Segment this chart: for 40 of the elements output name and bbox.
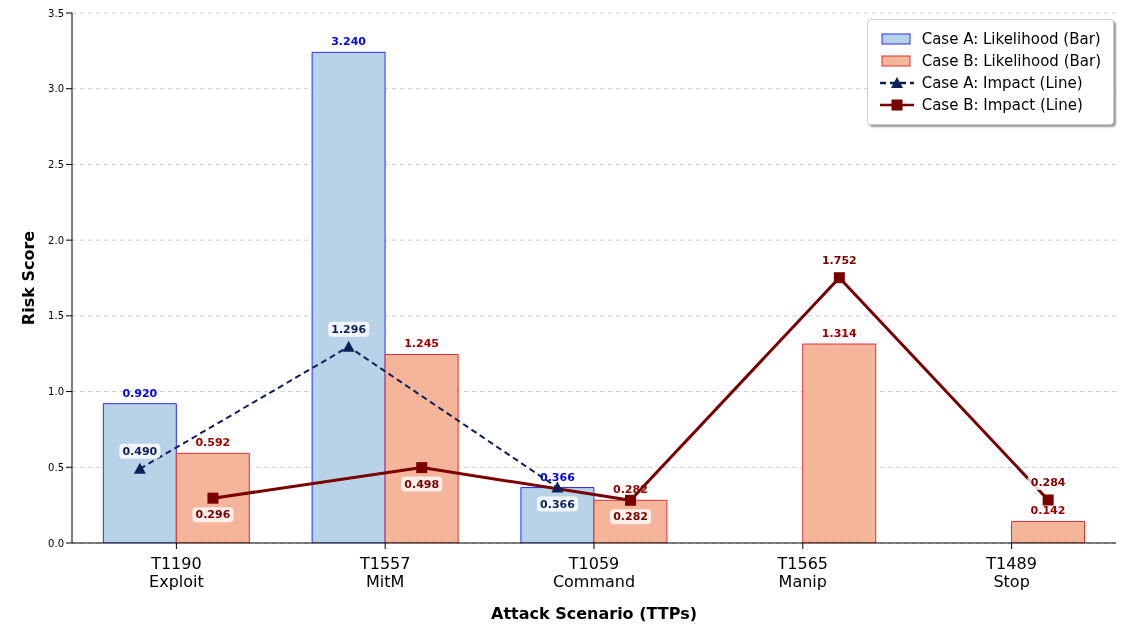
y-tick-label: 0.5 (48, 461, 64, 473)
y-tick-label: 3.5 (48, 7, 64, 19)
data-label: 3.240 (331, 35, 367, 49)
bar (1011, 521, 1086, 543)
y-tick-label: 1.5 (48, 310, 64, 322)
x-axis-title: Attack Scenario (TTPs) (491, 604, 697, 623)
data-label: 1.296 (331, 322, 367, 336)
legend-label: Case B: Impact (Line) (921, 95, 1083, 116)
bar (102, 403, 177, 543)
y-axis-title: Risk Score (18, 230, 38, 326)
bar (311, 51, 386, 543)
data-label: 0.490 (122, 444, 158, 458)
y-tick-label: 3.0 (48, 83, 64, 95)
data-label: 0.498 (404, 477, 440, 491)
bar (175, 452, 250, 543)
data-label: 0.366 (540, 470, 576, 484)
legend-label: Case B: Likelihood (Bar) (921, 51, 1101, 72)
legend-label: Case A: Impact (Line) (921, 73, 1083, 94)
x-tick-label: T1557 MitM (358, 554, 411, 591)
data-label: 0.366 (540, 497, 576, 511)
data-label: 0.592 (195, 436, 231, 450)
legend-label: Case A: Likelihood (Bar) (921, 29, 1101, 50)
data-label: 1.245 (404, 337, 440, 351)
y-tick-label: 0.0 (48, 537, 64, 549)
bar (802, 343, 877, 543)
data-label: 0.282 (613, 510, 648, 524)
data-label: 1.314 (821, 327, 857, 341)
x-tick-label: T1190 Exploit (149, 554, 204, 591)
bar (384, 353, 459, 543)
x-tick-label: T1565 Manip (776, 554, 829, 591)
data-label: 0.920 (122, 386, 158, 400)
data-label: 0.142 (1030, 504, 1066, 518)
data-label: 0.296 (195, 508, 231, 522)
x-tick-label: T1059 Command (552, 554, 636, 591)
y-tick-label: 2.0 (48, 234, 64, 246)
y-tick-label: 2.5 (48, 158, 64, 170)
data-label: 0.284 (1030, 475, 1066, 489)
data-label: 1.752 (821, 253, 857, 267)
y-tick-label: 1.0 (48, 386, 64, 398)
x-tick-label: T1489 Stop (985, 554, 1037, 591)
